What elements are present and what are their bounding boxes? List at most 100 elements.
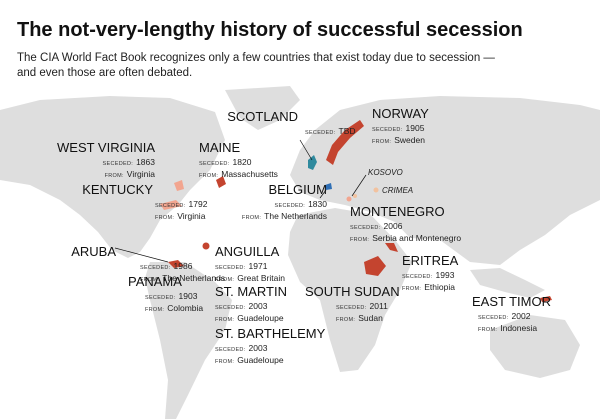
country-name: MAINE <box>199 140 241 155</box>
seceded-label: SECEDED: <box>305 130 336 136</box>
norway-shape <box>326 120 364 165</box>
seceded-value: 2003 <box>249 301 268 311</box>
from-label: FROM: <box>402 286 421 292</box>
crimea-label: CRIMEA <box>382 186 413 195</box>
country-name: NORWAY <box>372 106 429 121</box>
from-value: Colombia <box>167 303 203 313</box>
from-line: FROM: Sweden <box>372 135 425 145</box>
country-label: MAINE SECEDED: 1820 FROM: Massachusetts <box>199 140 278 179</box>
country-name: BELGIUM <box>268 182 327 197</box>
east-timor-shape <box>540 296 552 302</box>
country-label: ANGUILLA SECEDED: 1971 FROM: Great Britain <box>215 244 285 283</box>
seceded-line: SECEDED: TBD <box>305 126 356 136</box>
country-label: MONTENEGRO SECEDED: 2006 FROM: Serbia and Mo… <box>350 204 461 243</box>
seceded-value: 2011 <box>370 301 389 311</box>
from-line: FROM: Indonesia <box>478 323 537 333</box>
from-line: FROM: The Netherlands <box>242 211 327 221</box>
seceded-label: SECEDED: <box>336 305 367 311</box>
seceded-line: SECEDED: 1993 <box>402 270 455 280</box>
seceded-line: SECEDED: 1820 <box>199 157 252 167</box>
north-america <box>0 96 225 258</box>
west-virginia-shape <box>174 180 184 191</box>
from-line: FROM: Guadeloupe <box>215 313 284 323</box>
seceded-value: 1905 <box>406 123 425 133</box>
from-label: FROM: <box>215 317 234 323</box>
from-line: FROM: Massachusetts <box>199 169 278 179</box>
from-label: FROM: <box>155 215 174 221</box>
from-line: FROM: Serbia and Montenegro <box>350 233 461 243</box>
from-value: Virginia <box>127 169 155 179</box>
from-value: Indonesia <box>500 323 537 333</box>
country-label: WEST VIRGINIA SECEDED: 1863 FROM: Virginia <box>57 140 155 179</box>
from-label: FROM: <box>242 215 261 221</box>
from-line: FROM: Great Britain <box>215 273 285 283</box>
from-value: Massachusetts <box>221 169 278 179</box>
seceded-value: TBD <box>339 126 356 136</box>
leader-line <box>351 174 367 197</box>
seceded-label: SECEDED: <box>103 161 134 167</box>
from-label: FROM: <box>478 327 497 333</box>
crimea-shape <box>373 187 379 193</box>
country-label: ARUBA SECEDED: 1986 FROM: The Netherlands <box>71 244 225 283</box>
from-label: FROM: <box>372 139 391 145</box>
country-name: KENTUCKY <box>82 182 153 197</box>
leader-line <box>299 139 313 161</box>
subtitle: and even those are often debated. <box>17 67 192 79</box>
country-label: SOUTH SUDAN SECEDED: 2011 FROM: Sudan <box>305 284 400 323</box>
from-label: FROM: <box>215 359 234 365</box>
seceded-line: SECEDED: 1905 <box>372 123 425 133</box>
maine-shape <box>216 176 226 188</box>
seceded-label: SECEDED: <box>215 305 246 311</box>
seceded-value: 2002 <box>512 311 531 321</box>
australia <box>490 315 580 378</box>
seceded-line: SECEDED: 1903 <box>145 291 198 301</box>
from-value: The Netherlands <box>162 273 225 283</box>
highlights <box>160 120 552 302</box>
seceded-label: SECEDED: <box>145 295 176 301</box>
seceded-line: SECEDED: 2002 <box>478 311 531 321</box>
seceded-line: SECEDED: 2011 <box>336 301 388 311</box>
country-label: EAST TIMOR SECEDED: 2002 FROM: Indonesia <box>472 294 551 333</box>
seceded-value: 2003 <box>249 343 268 353</box>
seceded-line: SECEDED: 1863 <box>103 157 156 167</box>
country-name: MONTENEGRO <box>350 204 445 219</box>
seceded-line: SECEDED: 2006 <box>350 221 403 231</box>
eurasia <box>290 96 600 265</box>
panama-shape <box>168 260 184 268</box>
title: The not-very-lengthy history of successf… <box>17 19 523 41</box>
seceded-line: SECEDED: 1971 <box>215 261 268 271</box>
country-label: ST. MARTIN SECEDED: 2003 FROM: Guadeloupe <box>215 284 287 323</box>
from-line: FROM: Guadeloupe <box>215 355 284 365</box>
seceded-value: 1830 <box>308 199 327 209</box>
kentucky-shape <box>160 200 182 210</box>
seceded-line: SECEDED: 2003 <box>215 343 268 353</box>
seceded-value: 1863 <box>136 157 155 167</box>
country-name: ANGUILLA <box>215 244 280 259</box>
belgium-shape <box>325 183 332 190</box>
from-value: Ethiopia <box>424 282 455 292</box>
seceded-value: 1993 <box>436 270 455 280</box>
leader-lines <box>114 139 367 263</box>
from-value: The Netherlands <box>264 211 327 221</box>
kosovo-label: KOSOVO <box>368 168 403 177</box>
from-value: Guadeloupe <box>237 355 284 365</box>
seceded-label: SECEDED: <box>402 274 433 280</box>
country-name: ST. MARTIN <box>215 284 287 299</box>
from-label: FROM: <box>336 317 355 323</box>
from-line: FROM: Sudan <box>336 313 383 323</box>
seceded-value: 2006 <box>384 221 403 231</box>
seceded-line: SECEDED: 1986 <box>140 261 193 271</box>
south-sudan-shape <box>364 256 386 276</box>
land <box>0 86 600 419</box>
south-america <box>145 262 232 419</box>
country-name: ERITREA <box>402 253 459 268</box>
from-label: FROM: <box>350 237 369 243</box>
seceded-label: SECEDED: <box>215 347 246 353</box>
kosovo-shape <box>353 194 357 198</box>
country-name: ST. BARTHELEMY <box>215 326 326 341</box>
